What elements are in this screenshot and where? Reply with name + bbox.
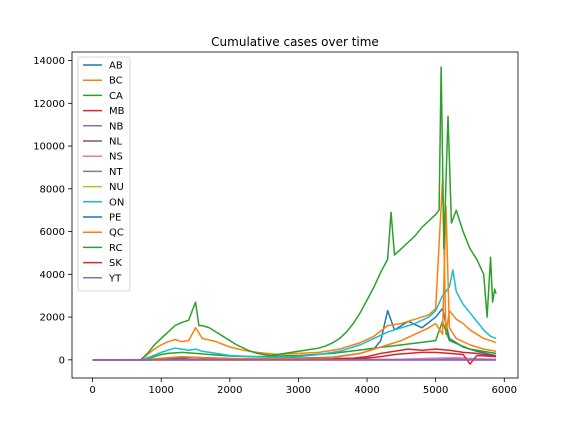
series-line-on-9 — [92, 269, 497, 361]
plot-area — [71, 51, 519, 379]
legend-label-qc: QC — [109, 228, 124, 239]
chart-title: Cumulative cases over time — [211, 35, 379, 49]
legend-label-nt: NT — [109, 167, 123, 178]
y-tick-label: 8000 — [40, 184, 65, 195]
legend-label-mb: MB — [109, 106, 125, 117]
y-tick-label: 6000 — [40, 227, 65, 238]
x-tick-label: 1000 — [148, 385, 173, 396]
x-tick-label: 6000 — [492, 385, 517, 396]
x-tick-label: 4000 — [354, 385, 379, 396]
y-axis: 0 2000 4000 6000 8000 10000 12000 14000 — [33, 56, 72, 366]
legend-label-nb: NB — [109, 121, 123, 132]
series-line-rc-12 — [92, 66, 497, 361]
legend-label-ab: AB — [109, 61, 123, 72]
y-tick-label: 14000 — [33, 56, 65, 67]
legend-label-on: ON — [109, 197, 124, 208]
legend-label-bc: BC — [109, 76, 123, 87]
y-tick-label: 4000 — [40, 270, 65, 281]
series-line-qc-11 — [92, 205, 497, 361]
legend-label-ca: CA — [109, 91, 123, 102]
y-tick-label: 2000 — [40, 313, 65, 324]
legend-label-pe: PE — [109, 213, 121, 224]
y-tick-label: 10000 — [33, 142, 65, 153]
series-layer — [92, 66, 497, 365]
legend: AB BC CA MB NB NL NS NT NU ON PE QC RC SK YT — [77, 56, 131, 292]
x-tick-label: 3000 — [286, 385, 311, 396]
y-tick-label: 0 — [59, 355, 65, 366]
legend-label-sk: SK — [109, 258, 122, 269]
x-tick-label: 0 — [89, 385, 95, 396]
legend-label-rc: RC — [109, 243, 122, 254]
x-tick-label: 2000 — [217, 385, 242, 396]
legend-label-nl: NL — [109, 137, 122, 148]
legend-label-yt: YT — [108, 273, 122, 284]
x-axis: 0 1000 2000 3000 4000 5000 6000 — [89, 378, 517, 396]
series-line-bc-1 — [92, 179, 497, 361]
y-tick-label: 12000 — [33, 99, 65, 110]
legend-label-nu: NU — [109, 182, 124, 193]
x-tick-label: 5000 — [423, 385, 448, 396]
legend-label-ns: NS — [109, 152, 123, 163]
